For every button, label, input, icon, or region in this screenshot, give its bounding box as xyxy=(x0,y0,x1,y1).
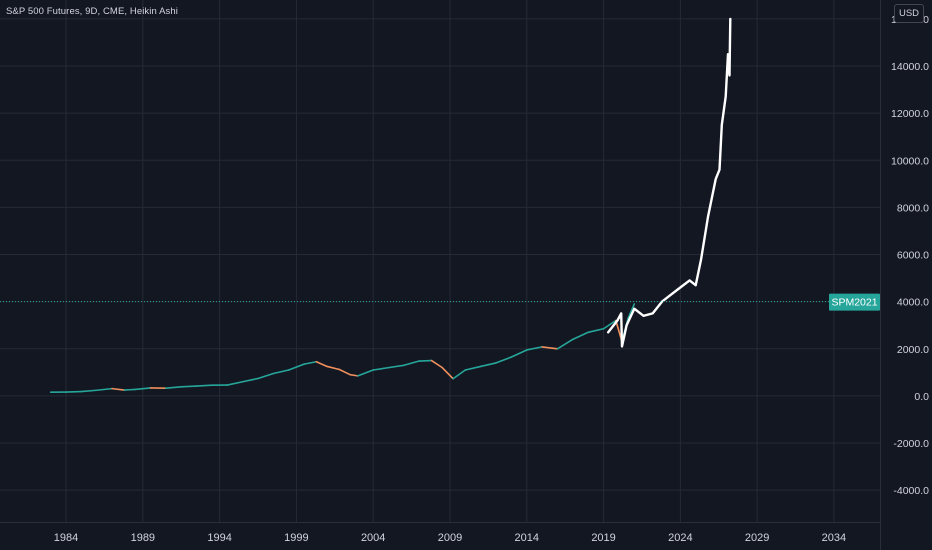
price-segment xyxy=(303,360,318,365)
price-segment xyxy=(95,387,113,392)
price-segment xyxy=(372,366,390,371)
price-segment xyxy=(627,303,636,319)
price-segment xyxy=(287,363,305,371)
price-segment xyxy=(338,368,351,376)
y-tick-label: -2000.0 xyxy=(893,438,929,450)
price-segment xyxy=(479,362,497,368)
x-tick-label: 2034 xyxy=(822,532,846,544)
chart-title: S&P 500 Futures, 9D, CME, Heikin Ashi xyxy=(6,6,178,17)
x-tick-label: 1989 xyxy=(131,532,155,544)
price-segment xyxy=(572,331,590,341)
price-segment xyxy=(257,372,275,380)
price-segment xyxy=(123,388,136,391)
price-segment xyxy=(80,389,98,393)
y-tick-label: 12000.0 xyxy=(891,108,929,120)
price-segment xyxy=(326,365,341,371)
x-tick-label: 2029 xyxy=(745,532,769,544)
price-segment xyxy=(495,356,513,364)
price-segment xyxy=(180,385,198,388)
price-segment xyxy=(441,366,454,380)
price-segment xyxy=(556,338,574,350)
price-segment xyxy=(510,349,528,358)
x-tick-label: 2004 xyxy=(361,532,385,544)
y-tick-label: 10000.0 xyxy=(891,155,929,167)
projection-line[interactable] xyxy=(607,17,732,348)
y-tick-label: 2000.0 xyxy=(897,344,929,356)
price-segment xyxy=(134,387,152,391)
x-tick-label: 2019 xyxy=(591,532,615,544)
y-tick-label: 14000.0 xyxy=(891,61,929,73)
price-tag-label: SPM2021 xyxy=(831,297,877,309)
price-segment xyxy=(241,377,259,383)
currency-button[interactable]: USD xyxy=(894,4,924,23)
price-segment xyxy=(357,369,374,377)
x-tick-label: 1999 xyxy=(284,532,308,544)
price-segment xyxy=(452,369,467,380)
price-segment xyxy=(165,386,183,389)
price-segment xyxy=(464,365,482,371)
price-segment xyxy=(349,373,359,377)
x-tick-label: 2009 xyxy=(438,532,462,544)
price-segment xyxy=(541,346,559,350)
y-tick-label: 6000.0 xyxy=(897,250,929,262)
price-segment xyxy=(525,346,543,351)
y-tick-label: -4000.0 xyxy=(893,485,929,497)
price-segment xyxy=(315,360,328,368)
price-segment xyxy=(430,359,444,369)
price-segment xyxy=(226,380,244,386)
price-segment xyxy=(587,327,605,334)
price-segment xyxy=(272,369,290,375)
y-tick-label: 4000.0 xyxy=(897,297,929,309)
price-segment xyxy=(602,319,617,330)
x-tick-label: 1984 xyxy=(54,532,78,544)
price-segment xyxy=(195,384,213,387)
x-tick-label: 2014 xyxy=(515,532,539,544)
x-tick-label: 2024 xyxy=(668,532,692,544)
price-segment xyxy=(387,364,405,369)
x-tick-label: 1994 xyxy=(207,532,231,544)
price-tag[interactable] xyxy=(829,293,880,311)
price-segment xyxy=(111,387,126,391)
price-segment xyxy=(403,360,421,367)
y-tick-label: 0.0 xyxy=(914,391,929,403)
y-tick-label: 8000.0 xyxy=(897,202,929,214)
